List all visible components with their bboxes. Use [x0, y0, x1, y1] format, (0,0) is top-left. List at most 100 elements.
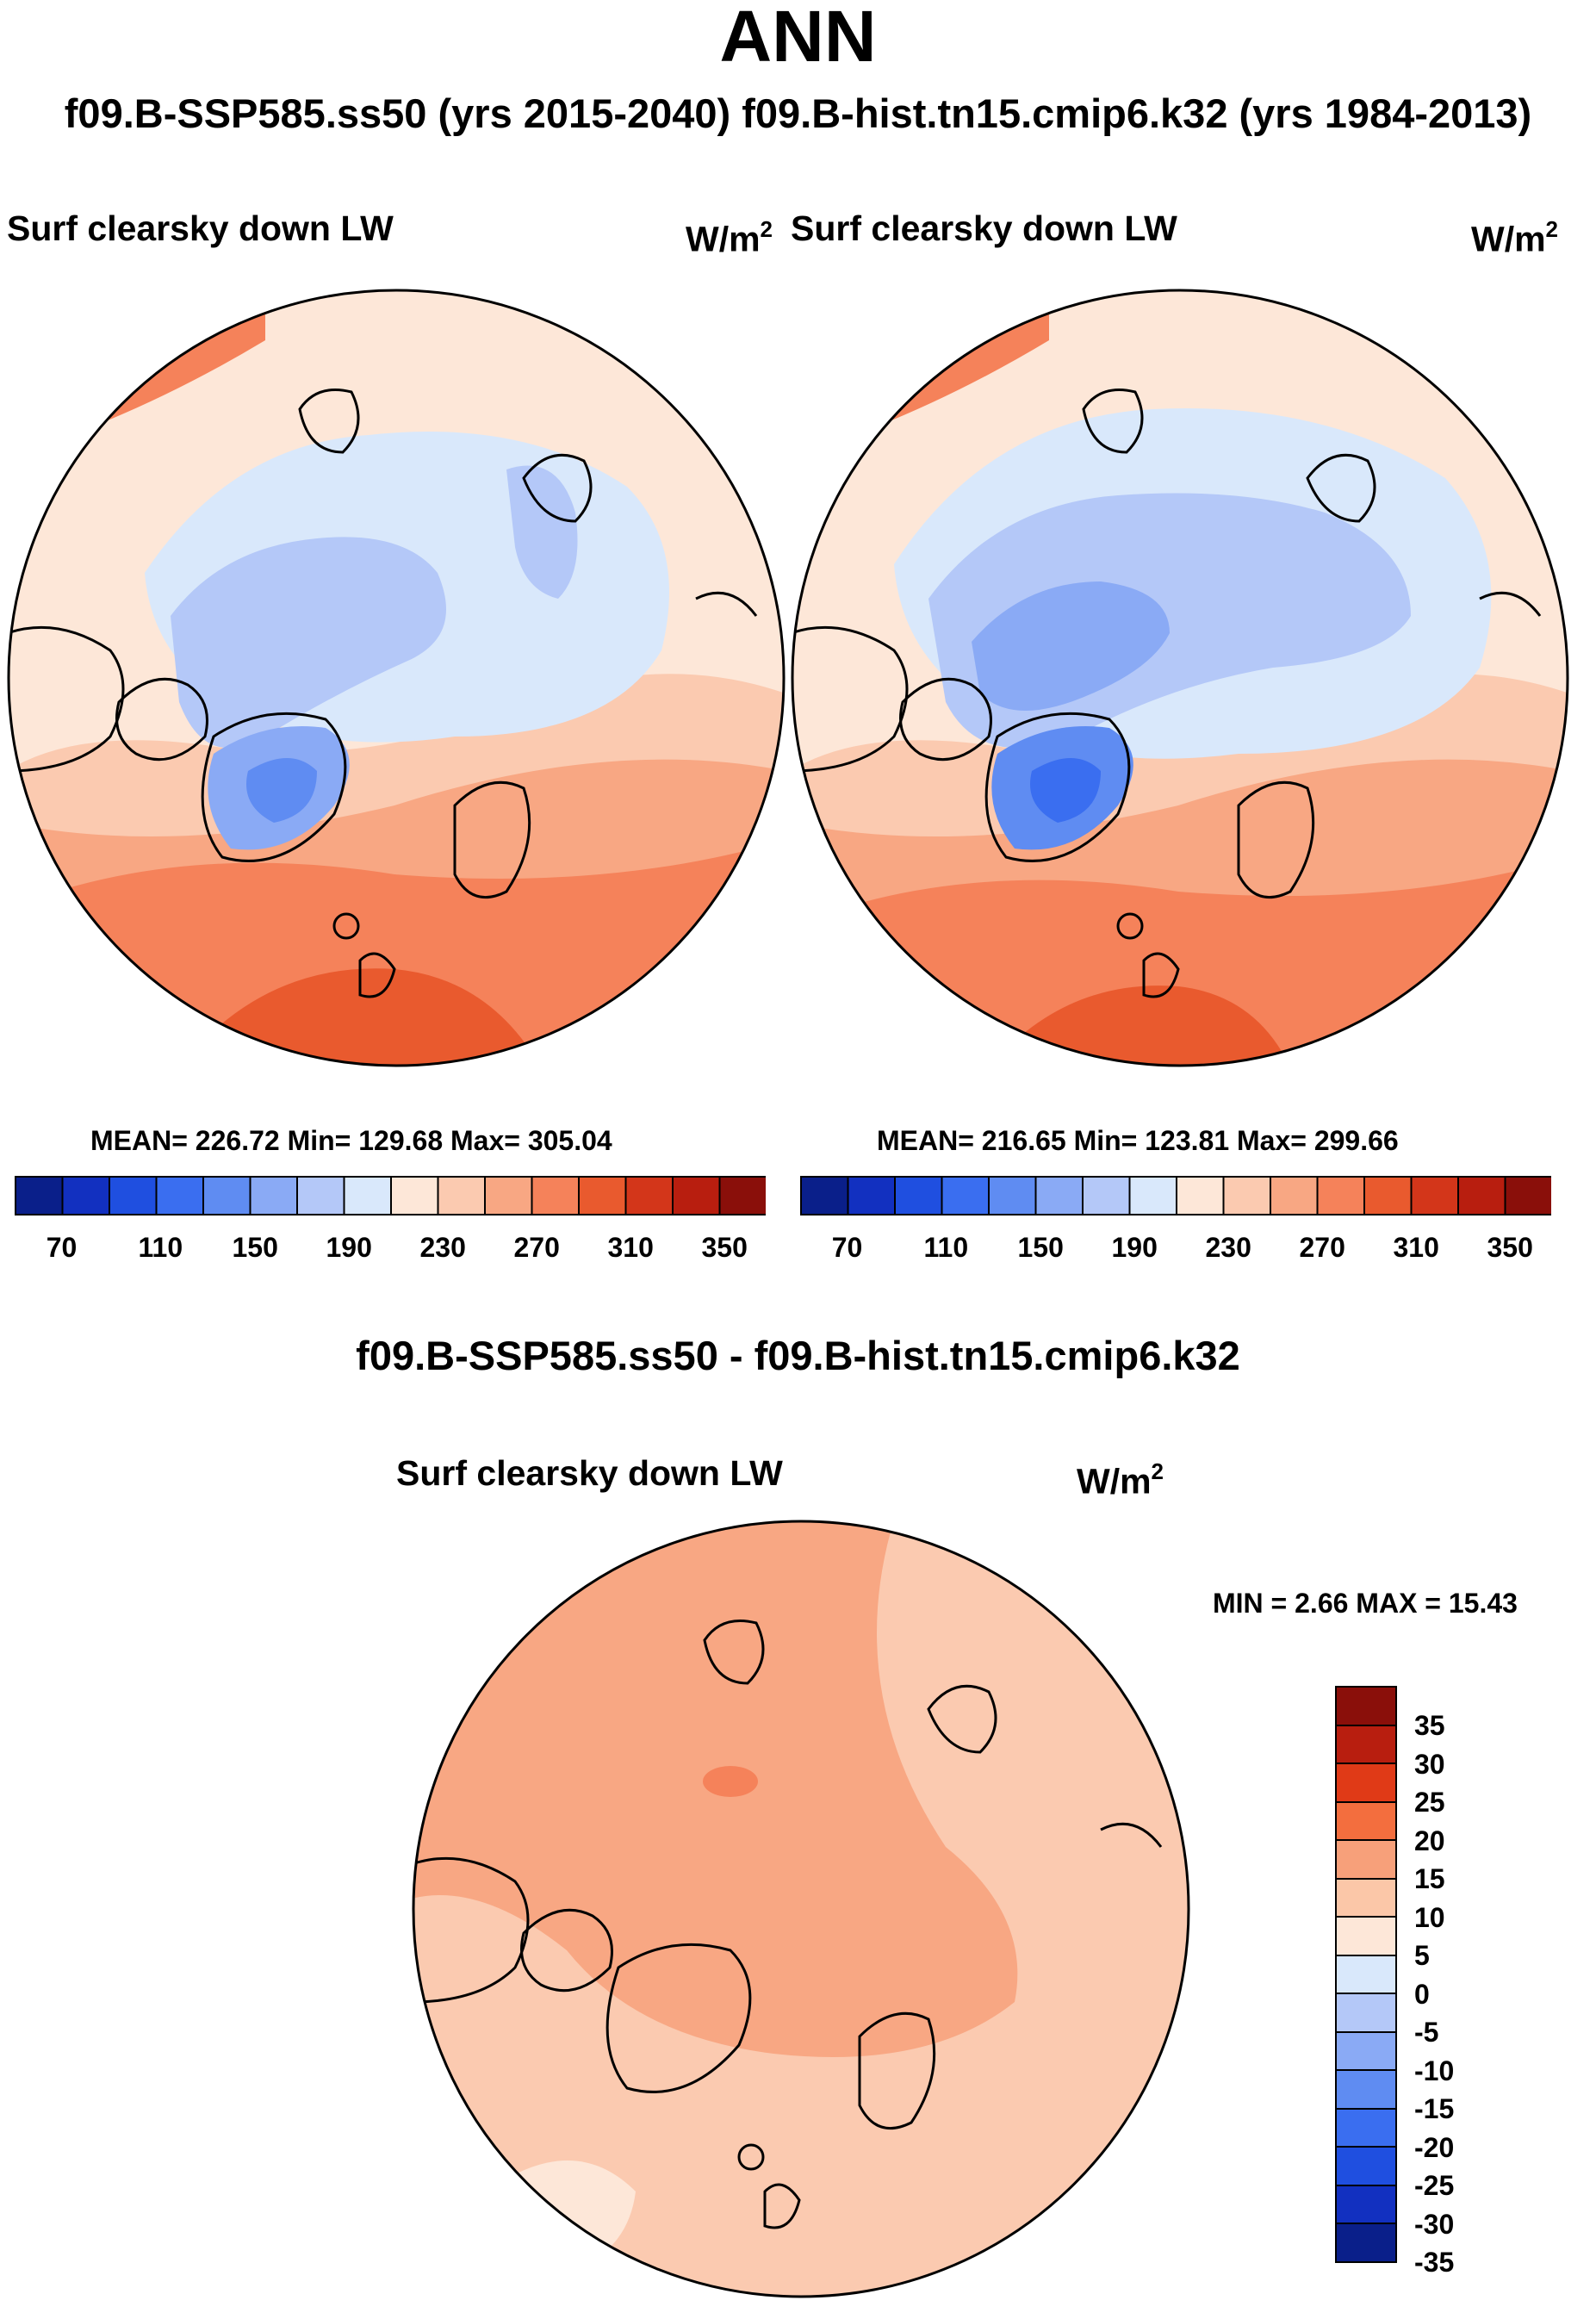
- colorbar-difference-tick-label: 30: [1414, 1748, 1445, 1780]
- colorbar-2-swatch: [847, 1176, 896, 1215]
- colorbar-difference-swatch: [1335, 2107, 1397, 2148]
- colorbar-difference-tick-label: -25: [1414, 2170, 1455, 2202]
- colorbar-difference-tick-label: -30: [1414, 2208, 1455, 2240]
- colorbar-difference-swatch: [1335, 1763, 1397, 1803]
- colorbar-2-swatch: [1128, 1176, 1177, 1215]
- colorbar-1-swatch: [155, 1176, 204, 1215]
- colorbar-1-swatch: [484, 1176, 533, 1215]
- figure-subtitle: f09.B-SSP585.ss50 (yrs 2015-2040) f09.B-…: [64, 90, 1532, 136]
- diff-title: f09.B-SSP585.ss50 - f09.B-hist.tn15.cmip…: [356, 1333, 1240, 1378]
- colorbar-1-swatch: [202, 1176, 252, 1215]
- diff-minmax: MIN = 2.66 MAX = 15.43: [1213, 1588, 1518, 1619]
- colorbar-2-tick-label: 190: [1111, 1232, 1158, 1263]
- colorbar-difference-tick-label: 5: [1414, 1940, 1430, 1972]
- colorbar-1-swatch: [109, 1176, 158, 1215]
- colorbar-1-tick-label: 350: [701, 1232, 748, 1263]
- colorbar-1-tick-label: 110: [138, 1232, 183, 1263]
- colorbar-1-swatch: [624, 1176, 674, 1215]
- panel1-title: Surf clearsky down LW: [7, 208, 394, 248]
- colorbar-1-swatch: [249, 1176, 298, 1215]
- colorbar-2-swatch: [894, 1176, 943, 1215]
- colorbar-1-swatch: [390, 1176, 439, 1215]
- colorbar-difference-tick-label: 10: [1414, 1901, 1445, 1933]
- map2-boundary: [791, 289, 1569, 1067]
- colorbar-2-swatch: [800, 1176, 849, 1215]
- colorbar-2-tick-label: 110: [923, 1232, 969, 1263]
- panel1-units: W/m2: [686, 216, 773, 259]
- colorbar-1-swatch: [672, 1176, 721, 1215]
- map1-band-310: [179, 968, 541, 1066]
- colorbar-difference-tick-label: -10: [1414, 2055, 1455, 2086]
- colorbar-2-swatch: [1504, 1176, 1551, 1215]
- colorbar-difference-swatch: [1335, 2146, 1397, 2186]
- map-panel-diff: [412, 1520, 1190, 2298]
- colorbar-difference-swatch: [1335, 1993, 1397, 2033]
- colorbar-1-swatch: [718, 1176, 766, 1215]
- colorbar-1-swatch: [437, 1176, 486, 1215]
- colorbar-2-swatch: [941, 1176, 990, 1215]
- map2-coastlines: [792, 389, 1542, 998]
- diff-boundary: [412, 1520, 1190, 2298]
- colorbar-1-swatch: [343, 1176, 392, 1215]
- colorbar-1-swatch: [296, 1176, 345, 1215]
- colorbar-difference-tick-label: 25: [1414, 1787, 1445, 1819]
- colorbar-2-tick-label: 230: [1205, 1232, 1251, 1263]
- colorbar-difference-swatch: [1335, 2069, 1397, 2110]
- colorbar-1-swatch: [15, 1176, 64, 1215]
- colorbar-2-swatch: [988, 1176, 1037, 1215]
- colorbar-2-tick-label: 350: [1487, 1232, 1533, 1263]
- colorbar-difference-tick-label: 15: [1414, 1863, 1445, 1895]
- colorbar-difference-swatch: [1335, 1724, 1397, 1764]
- figure-title: ANN: [719, 0, 877, 77]
- colorbar-2-tick-label: 310: [1393, 1232, 1439, 1263]
- colorbar-difference-tick-label: 0: [1414, 1978, 1430, 2010]
- map1-band-290b: [9, 840, 784, 1066]
- polar-map-hist: [791, 289, 1569, 1067]
- colorbar-difference-tick-label: 35: [1414, 1710, 1445, 1742]
- map2-band-160: [972, 581, 1170, 711]
- panel2-title: Surf clearsky down LW: [791, 208, 1177, 248]
- diff-panel-title: Surf clearsky down LW: [396, 1453, 783, 1493]
- colorbar-difference-swatch: [1335, 1686, 1397, 1726]
- colorbar-2-swatch: [1316, 1176, 1365, 1215]
- colorbar-difference-tick-label: 20: [1414, 1825, 1445, 1856]
- map1-boundary: [7, 289, 786, 1067]
- colorbar-2-swatch: [1176, 1176, 1225, 1215]
- colorbar-panel-1: [15, 1176, 766, 1215]
- colorbar-1-swatch: [531, 1176, 580, 1215]
- colorbar-2-tick-label: 70: [831, 1232, 863, 1263]
- colorbar-1-tick-label: 190: [326, 1232, 372, 1263]
- colorbar-1-tick-label: 270: [513, 1232, 560, 1263]
- map1-band-180b: [506, 465, 578, 599]
- colorbar-1-tick-label: 310: [607, 1232, 654, 1263]
- colorbar-1-swatch: [578, 1176, 627, 1215]
- diff-band-0-5: [511, 2160, 636, 2278]
- colorbar-1-tick-label: 150: [232, 1232, 278, 1263]
- colorbar-2-tick-label: 150: [1017, 1232, 1064, 1263]
- colorbar-difference-tick-label: -15: [1414, 2093, 1455, 2125]
- map-panel-1: [7, 289, 786, 1067]
- diff-units: W/m2: [1077, 1458, 1164, 1501]
- diff-band-15-20: [703, 1766, 758, 1797]
- colorbar-difference-swatch: [1335, 1839, 1397, 1880]
- colorbar-difference-tick-label: -35: [1414, 2247, 1455, 2279]
- map1-band-140: [246, 758, 317, 823]
- colorbar-2-swatch: [1457, 1176, 1506, 1215]
- polar-map-ssp585: [7, 289, 786, 1067]
- map1-coastlines: [9, 389, 758, 998]
- colorbar-2-swatch: [1034, 1176, 1084, 1215]
- panel2-stats: MEAN= 216.65 Min= 123.81 Max= 299.66: [877, 1125, 1399, 1156]
- colorbar-difference-swatch: [1335, 2184, 1397, 2224]
- colorbar-difference-swatch: [1335, 1800, 1397, 1841]
- colorbar-difference-swatch: [1335, 1916, 1397, 1956]
- map1-band-180: [171, 537, 446, 749]
- colorbar-2-tick-label: 270: [1299, 1232, 1345, 1263]
- colorbar-difference-swatch: [1335, 2030, 1397, 2071]
- colorbar-1-swatch: [61, 1176, 110, 1215]
- diff-coastlines: [413, 1620, 1163, 2229]
- colorbar-1-tick-label: 230: [419, 1232, 466, 1263]
- colorbar-difference-swatch: [1335, 1877, 1397, 1918]
- colorbar-difference-tick-label: -20: [1414, 2131, 1455, 2163]
- colorbar-2-swatch: [1270, 1176, 1319, 1215]
- map-panel-2: [791, 289, 1569, 1067]
